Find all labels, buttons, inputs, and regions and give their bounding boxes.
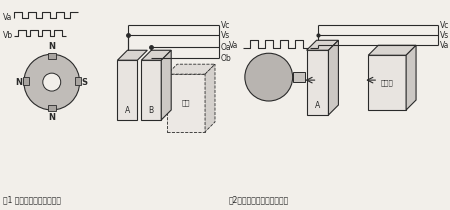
Text: Oa: Oa — [221, 43, 232, 52]
Text: A: A — [315, 101, 320, 110]
Polygon shape — [306, 40, 338, 50]
Polygon shape — [406, 45, 416, 110]
Circle shape — [24, 54, 80, 110]
Bar — [368, 55, 406, 110]
Text: N: N — [48, 42, 55, 51]
Bar — [23, 77, 29, 85]
Circle shape — [43, 73, 61, 91]
Text: N: N — [15, 78, 22, 87]
Text: B: B — [149, 106, 154, 115]
Text: Ob: Ob — [221, 54, 232, 63]
Text: Va: Va — [440, 41, 449, 50]
Text: 图1 双霍尔芯片取样原理图: 图1 双霍尔芯片取样原理图 — [3, 196, 61, 205]
Text: Vs: Vs — [440, 31, 449, 40]
Text: 软铁: 软铁 — [182, 100, 190, 106]
Bar — [141, 60, 161, 120]
Bar — [48, 53, 56, 59]
Text: S: S — [81, 78, 88, 87]
Polygon shape — [328, 40, 338, 115]
Text: Vc: Vc — [440, 21, 449, 30]
Text: N: N — [48, 113, 55, 122]
Text: 图2磁偏置霍尔控片取样原理: 图2磁偏置霍尔控片取样原理 — [229, 196, 289, 205]
Text: Vs: Vs — [221, 31, 230, 40]
Bar — [48, 105, 56, 111]
Bar — [117, 60, 137, 120]
Polygon shape — [117, 50, 147, 60]
Text: A: A — [125, 106, 130, 115]
Text: Vc: Vc — [221, 21, 230, 30]
Text: Vb: Vb — [3, 31, 13, 40]
Text: 磁偏置: 磁偏置 — [381, 79, 394, 86]
Text: Va: Va — [3, 13, 12, 22]
Polygon shape — [161, 50, 171, 120]
Polygon shape — [368, 45, 416, 55]
Polygon shape — [205, 64, 215, 132]
Polygon shape — [141, 50, 171, 60]
Bar — [75, 77, 81, 85]
Polygon shape — [167, 64, 215, 74]
Bar — [306, 50, 328, 115]
Text: Va: Va — [229, 41, 239, 50]
Bar — [167, 74, 205, 132]
Circle shape — [245, 53, 292, 101]
Bar — [292, 72, 305, 82]
